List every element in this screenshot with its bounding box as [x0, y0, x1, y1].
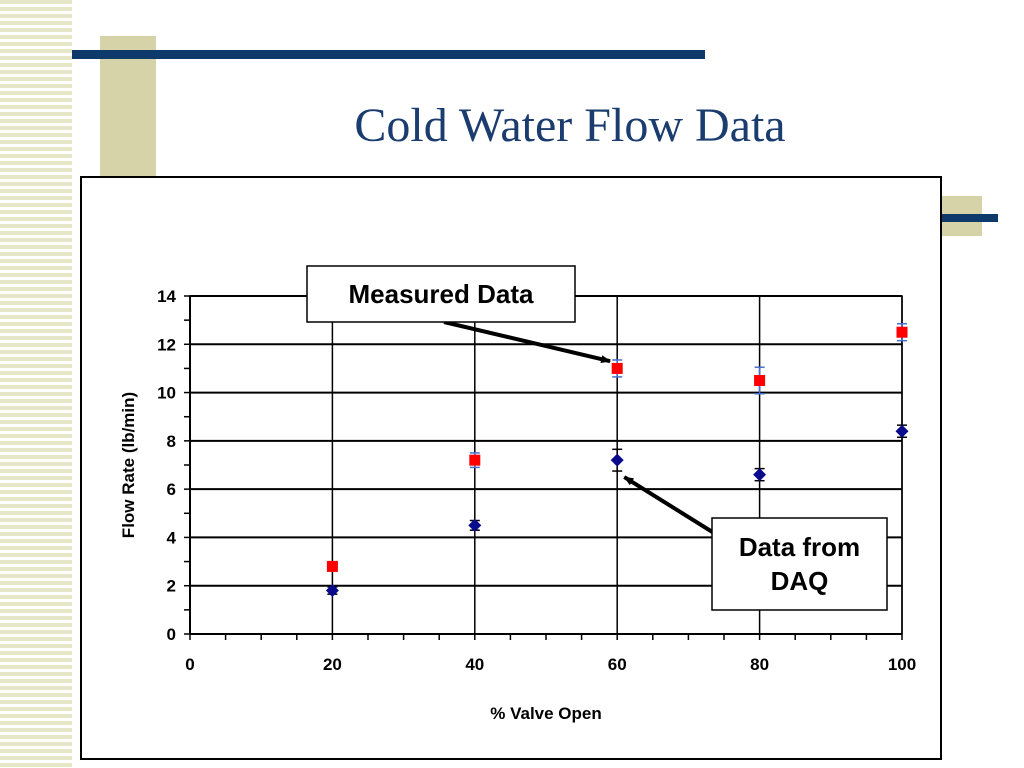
y-tick-label: 8: [167, 432, 176, 451]
slide-title: Cold Water Flow Data: [354, 99, 786, 152]
data-point-measured: [611, 362, 623, 374]
chart-axes: 0 20 40 60 80 100 0 2 4 6 8 10 12 14 % Valve Open Flow …: [119, 287, 916, 723]
x-tick-label: 80: [750, 655, 769, 674]
decorative-navy-bar-top: [72, 50, 705, 59]
annotation-label-daq: DAQ: [771, 566, 829, 596]
y-axis-title: Flow Rate (lb/min): [119, 392, 138, 538]
x-axis-title: % Valve Open: [490, 704, 602, 723]
y-tick-label: 2: [167, 577, 176, 596]
data-point-daq: [468, 518, 482, 532]
x-tick-label: 60: [608, 655, 627, 674]
x-tick-label: 40: [465, 655, 484, 674]
data-point-daq: [895, 424, 909, 438]
flow-rate-chart: 0 20 40 60 80 100 0 2 4 6 8 10 12 14 % Valve Open Flow …: [119, 265, 916, 723]
decorative-stripes: [0, 0, 72, 768]
x-tick-label: 100: [888, 655, 916, 674]
data-point-measured: [896, 326, 908, 338]
y-tick-label: 6: [167, 480, 176, 499]
decorative-tan-block-left: [100, 36, 156, 186]
y-tick-label: 12: [157, 335, 176, 354]
y-tick-label: 14: [157, 287, 176, 306]
annotation-arrow-daq: [623, 475, 724, 540]
data-point-measured: [754, 375, 766, 386]
annotation-label-daq: Data from: [739, 532, 860, 562]
data-point-daq: [753, 468, 767, 482]
chart-frame: 0 20 40 60 80 100 0 2 4 6 8 10 12 14 % Valve Open Flow …: [80, 176, 942, 760]
x-tick-label: 20: [323, 655, 342, 674]
decorative-navy-bar-right: [942, 214, 998, 222]
data-point-daq: [610, 453, 624, 467]
y-tick-label: 10: [157, 384, 176, 403]
chart-annotations: Measured Data Data from DAQ: [306, 265, 888, 611]
data-point-measured: [469, 454, 481, 466]
data-point-measured: [326, 560, 338, 572]
y-tick-label: 4: [167, 528, 177, 547]
data-point-daq: [325, 584, 339, 598]
annotation-arrow-measured: [443, 320, 612, 364]
annotation-box-daq: [711, 517, 888, 611]
x-tick-label: 0: [185, 655, 194, 674]
annotation-label-measured: Measured Data: [349, 279, 534, 309]
annotation-box-measured: [306, 265, 576, 323]
y-tick-label: 0: [167, 625, 176, 644]
chart-series: [325, 323, 909, 598]
